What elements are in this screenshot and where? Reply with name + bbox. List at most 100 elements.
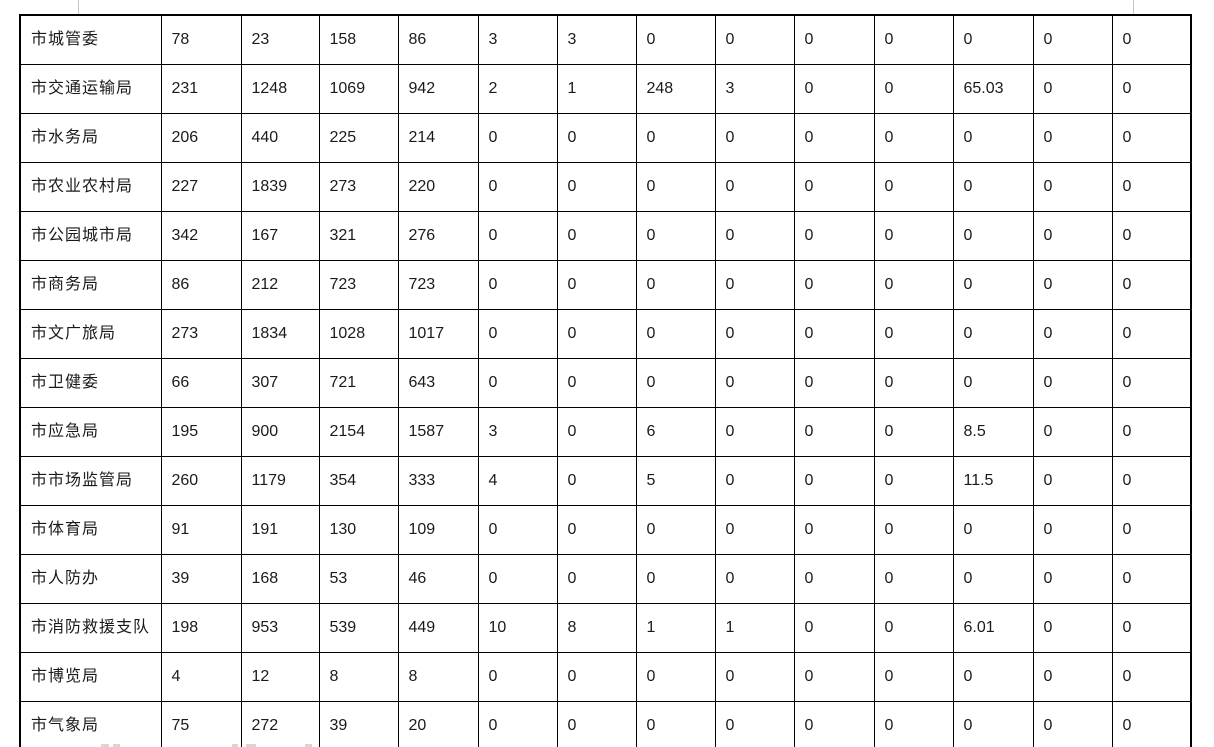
value-cell[interactable]: 0: [1032, 603, 1113, 653]
value-cell[interactable]: 0: [1111, 260, 1192, 310]
value-cell[interactable]: 0: [873, 407, 954, 457]
value-cell[interactable]: 0: [477, 309, 558, 359]
value-cell[interactable]: 130: [318, 505, 399, 555]
value-cell[interactable]: 227: [160, 162, 242, 212]
value-cell[interactable]: 220: [397, 162, 479, 212]
department-name-cell[interactable]: 市城管委: [19, 14, 162, 65]
value-cell[interactable]: 0: [952, 113, 1034, 163]
value-cell[interactable]: 0: [556, 701, 637, 747]
value-cell[interactable]: 342: [160, 211, 242, 261]
value-cell[interactable]: 260: [160, 456, 242, 506]
value-cell[interactable]: 0: [952, 260, 1034, 310]
value-cell[interactable]: 3: [714, 64, 795, 114]
value-cell[interactable]: 6.01: [952, 603, 1034, 653]
value-cell[interactable]: 0: [635, 260, 716, 310]
value-cell[interactable]: 723: [318, 260, 399, 310]
value-cell[interactable]: 0: [556, 652, 637, 702]
value-cell[interactable]: 212: [240, 260, 320, 310]
value-cell[interactable]: 0: [556, 407, 637, 457]
value-cell[interactable]: 0: [873, 211, 954, 261]
value-cell[interactable]: 10: [477, 603, 558, 653]
value-cell[interactable]: 0: [1111, 358, 1192, 408]
value-cell[interactable]: 12: [240, 652, 320, 702]
value-cell[interactable]: 0: [873, 113, 954, 163]
value-cell[interactable]: 0: [793, 603, 875, 653]
value-cell[interactable]: 0: [714, 407, 795, 457]
value-cell[interactable]: 0: [714, 211, 795, 261]
value-cell[interactable]: 0: [556, 358, 637, 408]
value-cell[interactable]: 0: [714, 358, 795, 408]
value-cell[interactable]: 449: [397, 603, 479, 653]
value-cell[interactable]: 4: [160, 652, 242, 702]
value-cell[interactable]: 721: [318, 358, 399, 408]
value-cell[interactable]: 11.5: [952, 456, 1034, 506]
value-cell[interactable]: 0: [793, 14, 875, 65]
value-cell[interactable]: 0: [873, 652, 954, 702]
value-cell[interactable]: 0: [1032, 505, 1113, 555]
value-cell[interactable]: 0: [477, 701, 558, 747]
value-cell[interactable]: 0: [714, 260, 795, 310]
value-cell[interactable]: 0: [1111, 603, 1192, 653]
value-cell[interactable]: 0: [1032, 260, 1113, 310]
value-cell[interactable]: 1839: [240, 162, 320, 212]
value-cell[interactable]: 0: [793, 309, 875, 359]
value-cell[interactable]: 0: [1032, 162, 1113, 212]
value-cell[interactable]: 307: [240, 358, 320, 408]
value-cell[interactable]: 0: [952, 652, 1034, 702]
value-cell[interactable]: 0: [556, 554, 637, 604]
value-cell[interactable]: 0: [1032, 113, 1113, 163]
value-cell[interactable]: 39: [160, 554, 242, 604]
value-cell[interactable]: 354: [318, 456, 399, 506]
value-cell[interactable]: 206: [160, 113, 242, 163]
value-cell[interactable]: 1834: [240, 309, 320, 359]
value-cell[interactable]: 0: [873, 309, 954, 359]
value-cell[interactable]: 0: [873, 64, 954, 114]
value-cell[interactable]: 8.5: [952, 407, 1034, 457]
value-cell[interactable]: 0: [952, 358, 1034, 408]
value-cell[interactable]: 723: [397, 260, 479, 310]
value-cell[interactable]: 0: [793, 113, 875, 163]
value-cell[interactable]: 0: [556, 505, 637, 555]
value-cell[interactable]: 1248: [240, 64, 320, 114]
value-cell[interactable]: 942: [397, 64, 479, 114]
value-cell[interactable]: 0: [793, 260, 875, 310]
value-cell[interactable]: 198: [160, 603, 242, 653]
value-cell[interactable]: 643: [397, 358, 479, 408]
value-cell[interactable]: 0: [477, 260, 558, 310]
department-name-cell[interactable]: 市应急局: [19, 407, 162, 457]
value-cell[interactable]: 1: [714, 603, 795, 653]
value-cell[interactable]: 0: [1111, 64, 1192, 114]
value-cell[interactable]: 0: [873, 456, 954, 506]
value-cell[interactable]: 0: [556, 456, 637, 506]
value-cell[interactable]: 0: [873, 505, 954, 555]
value-cell[interactable]: 1: [556, 64, 637, 114]
value-cell[interactable]: 0: [1111, 505, 1192, 555]
value-cell[interactable]: 0: [714, 505, 795, 555]
value-cell[interactable]: 0: [952, 211, 1034, 261]
value-cell[interactable]: 91: [160, 505, 242, 555]
value-cell[interactable]: 214: [397, 113, 479, 163]
value-cell[interactable]: 0: [1032, 211, 1113, 261]
value-cell[interactable]: 0: [635, 505, 716, 555]
department-name-cell[interactable]: 市人防办: [19, 554, 162, 604]
value-cell[interactable]: 0: [952, 554, 1034, 604]
value-cell[interactable]: 0: [1111, 113, 1192, 163]
value-cell[interactable]: 167: [240, 211, 320, 261]
value-cell[interactable]: 0: [1111, 309, 1192, 359]
value-cell[interactable]: 0: [793, 505, 875, 555]
value-cell[interactable]: 5: [635, 456, 716, 506]
value-cell[interactable]: 0: [635, 113, 716, 163]
value-cell[interactable]: 321: [318, 211, 399, 261]
value-cell[interactable]: 0: [477, 652, 558, 702]
department-name-cell[interactable]: 市卫健委: [19, 358, 162, 408]
value-cell[interactable]: 0: [1111, 701, 1192, 747]
value-cell[interactable]: 0: [635, 14, 716, 65]
value-cell[interactable]: 1069: [318, 64, 399, 114]
value-cell[interactable]: 0: [477, 113, 558, 163]
value-cell[interactable]: 0: [873, 701, 954, 747]
value-cell[interactable]: 0: [556, 309, 637, 359]
value-cell[interactable]: 333: [397, 456, 479, 506]
value-cell[interactable]: 900: [240, 407, 320, 457]
value-cell[interactable]: 0: [873, 603, 954, 653]
value-cell[interactable]: 0: [1111, 162, 1192, 212]
